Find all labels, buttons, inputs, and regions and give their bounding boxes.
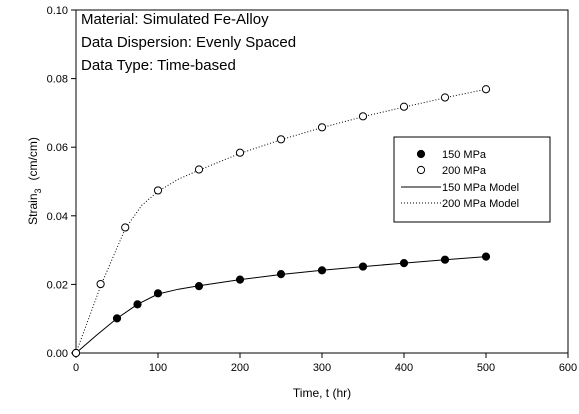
data-point-200-mpa [358,112,368,121]
legend: 150 MPa 200 MPa 150 MPa Model 200 MPa Mo… [393,136,551,223]
x-tick-label: 200 [231,362,249,374]
data-point-150-mpa [133,300,142,309]
y-axis-title-main: Strain [26,193,40,224]
data-point-150-mpa [194,282,204,291]
x-axis-title: Time, t (hr) [293,386,351,400]
data-point-150-mpa [235,275,245,284]
annotation-material: Material: Simulated Fe-Alloy [81,11,269,28]
legend-marker-150-mpa [416,149,426,159]
legend-label-200-mpa-model: 200 MPa Model [442,198,519,210]
data-point-200-mpa [194,165,204,174]
data-point-200-mpa [276,135,286,144]
y-axis-title-subscript: 3 [33,188,43,193]
data-point-150-mpa [358,262,368,271]
data-point-200-mpa [317,123,327,132]
y-tick-label: 0.00 [47,348,68,360]
annotation-data-type: Data Type: Time-based [81,57,236,74]
data-point-200-mpa [481,85,491,94]
legend-label-200-mpa: 200 MPa [442,165,487,177]
data-point-150-mpa [112,314,122,323]
y-axis: 0.00 0.02 0.04 0.06 0.08 0.10 [47,5,76,360]
data-point-200-mpa [71,348,81,358]
data-point-150-mpa [276,270,286,279]
x-axis: 0 100 200 300 400 500 600 [73,353,577,374]
x-tick-label: 0 [73,362,79,374]
data-point-150-mpa [440,255,450,264]
annotation-block: Material: Simulated Fe-Alloy Data Disper… [81,11,296,74]
data-point-150-mpa [399,259,409,268]
data-point-200-mpa [399,102,409,111]
y-tick-label: 0.02 [47,279,68,291]
data-point-200-mpa [121,223,130,232]
y-tick-label: 0.04 [47,211,68,223]
data-point-150-mpa [153,289,163,298]
series-layer [71,85,491,358]
legend-label-150-mpa: 150 MPa [442,149,487,161]
data-point-200-mpa [235,148,245,157]
x-tick-label: 500 [477,362,495,374]
x-tick-label: 600 [559,362,577,374]
data-point-150-mpa [317,266,327,275]
series-line-150-mpa-model [75,256,487,354]
data-point-200-mpa [153,186,163,195]
legend-label-150-mpa-model: 150 MPa Model [442,182,519,194]
legend-marker-200-mpa [416,165,426,175]
y-axis-title: Strain3 (cm/cm) [26,137,43,225]
x-tick-label: 400 [395,362,413,374]
data-point-200-mpa [96,279,105,289]
annotation-dispersion: Data Dispersion: Evenly Spaced [81,34,296,51]
y-tick-label: 0.10 [47,5,68,17]
data-point-150-mpa [481,252,491,261]
x-tick-label: 300 [313,362,331,374]
y-tick-label: 0.08 [47,74,68,86]
x-tick-label: 100 [149,362,167,374]
data-point-200-mpa [440,93,450,102]
y-tick-label: 0.06 [47,142,68,154]
y-axis-title-unit: (cm/cm) [26,137,40,180]
